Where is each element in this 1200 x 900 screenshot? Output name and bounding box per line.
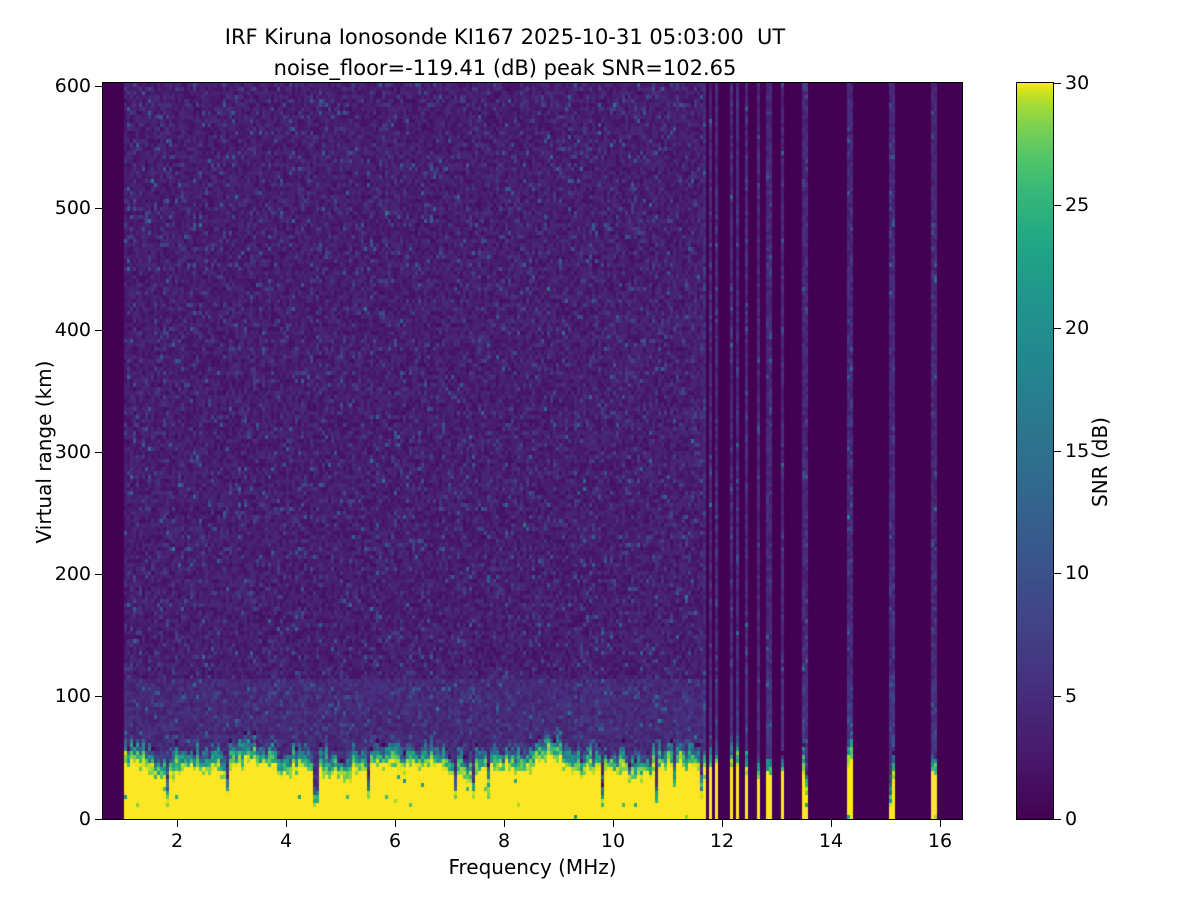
colorbar-ticklabel-20: 20 <box>1065 317 1090 339</box>
colorbar[interactable] <box>1016 82 1054 820</box>
colorbar-ticklabel-15: 15 <box>1065 440 1090 462</box>
colorbar-ticklabel-25: 25 <box>1065 194 1090 216</box>
y-ticklabel-400: 400 <box>54 319 91 341</box>
x-ticklabel-14: 14 <box>818 830 844 852</box>
x-tick-8 <box>504 820 506 827</box>
colorbar-tick-0 <box>1054 819 1061 821</box>
y-tick-300 <box>95 452 102 454</box>
y-ticklabel-100: 100 <box>54 685 91 707</box>
x-tick-2 <box>177 820 179 827</box>
y-ticklabel-600: 600 <box>54 75 91 97</box>
heatmap-image <box>103 83 962 819</box>
x-axis-label: Frequency (MHz) <box>448 855 617 879</box>
colorbar-ticklabel-30: 30 <box>1065 72 1090 94</box>
y-tick-600 <box>95 86 102 88</box>
x-tick-4 <box>286 820 288 827</box>
y-ticklabel-300: 300 <box>54 441 91 463</box>
y-tick-500 <box>95 208 102 210</box>
colorbar-ticklabel-5: 5 <box>1065 685 1078 707</box>
colorbar-tick-20 <box>1054 328 1061 330</box>
title-line-2: noise_floor=-119.41 (dB) peak SNR=102.65 <box>273 56 737 80</box>
y-ticklabel-0: 0 <box>78 808 91 830</box>
x-tick-6 <box>395 820 397 827</box>
colorbar-tick-5 <box>1054 696 1061 698</box>
heatmap-data-area <box>103 83 962 819</box>
title-line-1: IRF Kiruna Ionosonde KI167 2025-10-31 05… <box>224 25 786 49</box>
y-tick-400 <box>95 330 102 332</box>
y-tick-200 <box>95 574 102 576</box>
y-ticklabel-200: 200 <box>54 563 91 585</box>
colorbar-ticklabel-0: 0 <box>1065 808 1078 830</box>
y-tick-0 <box>95 819 102 821</box>
x-ticklabel-16: 16 <box>927 830 953 852</box>
colorbar-tick-25 <box>1054 205 1061 207</box>
x-ticklabel-8: 8 <box>497 830 511 852</box>
y-tick-100 <box>95 696 102 698</box>
colorbar-tick-10 <box>1054 573 1061 575</box>
ionogram-heatmap-axes[interactable] <box>102 82 963 820</box>
colorbar-tick-30 <box>1054 83 1061 85</box>
x-ticklabel-12: 12 <box>709 830 735 852</box>
x-ticklabel-4: 4 <box>279 830 293 852</box>
x-tick-12 <box>722 820 724 827</box>
colorbar-tick-15 <box>1054 451 1061 453</box>
figure-title: IRF Kiruna Ionosonde KI167 2025-10-31 05… <box>0 22 1010 84</box>
x-tick-16 <box>940 820 942 827</box>
y-ticklabel-500: 500 <box>54 197 91 219</box>
colorbar-ticklabel-10: 10 <box>1065 562 1090 584</box>
x-ticklabel-10: 10 <box>600 830 626 852</box>
x-ticklabel-2: 2 <box>170 830 184 852</box>
y-axis-label: Virtual range (km) <box>32 360 56 544</box>
x-tick-10 <box>613 820 615 827</box>
x-ticklabel-6: 6 <box>388 830 402 852</box>
colorbar-label: SNR (dB) <box>1088 417 1112 507</box>
x-tick-14 <box>831 820 833 827</box>
